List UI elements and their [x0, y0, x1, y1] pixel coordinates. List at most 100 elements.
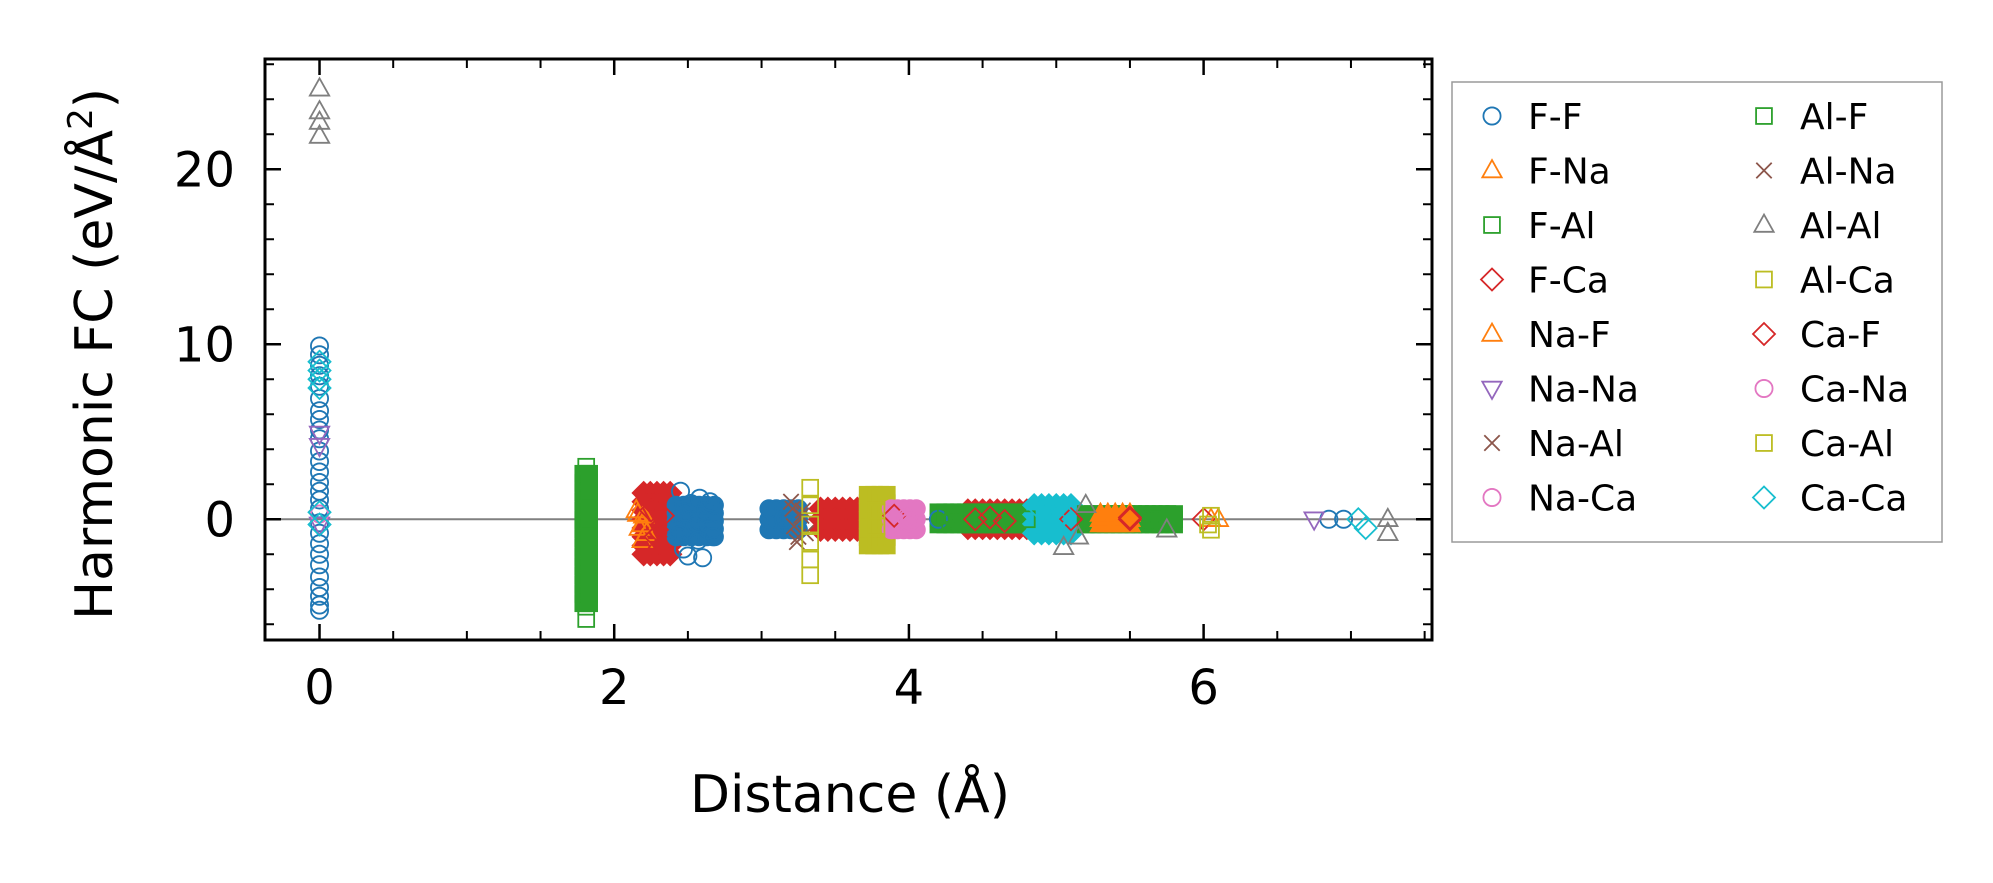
dense-cluster-4 [808, 496, 870, 543]
point-f-al [577, 541, 596, 560]
point-ca-f [962, 506, 988, 532]
point-f-f [310, 452, 329, 471]
x-tick-label: 4 [894, 660, 925, 716]
point-f-f [688, 530, 708, 550]
point-al-ca [1202, 520, 1220, 539]
point-ca-ca [1036, 513, 1062, 539]
point-al-ca [801, 533, 820, 551]
legend-marker-f-na [1480, 158, 1504, 179]
dense-cluster-2 [666, 495, 724, 547]
legend-label-f-ca: F-Ca [1528, 261, 1609, 302]
point-f-f [310, 600, 329, 620]
legend-entry-na-f: Na-F [1480, 315, 1611, 356]
y-axis-label-superscript: 2 [61, 108, 101, 130]
point-al-al [1376, 506, 1400, 527]
legend-label-al-al: Al-Al [1800, 206, 1881, 247]
point-al-f [1143, 510, 1161, 529]
legend-label-f-na: F-Na [1528, 152, 1611, 193]
point-f-al [577, 513, 596, 532]
point-ca-ca [307, 349, 332, 375]
legend-marker-al-al [1752, 212, 1776, 233]
series-f-ca [641, 492, 1216, 560]
legend-entry-f-ca: F-Ca [1479, 261, 1609, 302]
point-na-f [1089, 506, 1112, 527]
point-na-na [308, 438, 331, 459]
legend-label-ca-na: Ca-Na [1800, 370, 1909, 411]
point-f-f [693, 548, 713, 568]
point-al-al [308, 76, 331, 97]
legend-label-al-f: Al-F [1800, 97, 1868, 138]
y-axis-label-close: ) [65, 88, 125, 108]
legend-label-ca-al: Ca-Al [1800, 424, 1894, 465]
point-f-f [310, 336, 329, 356]
legend-marker-ca-na [1754, 379, 1774, 398]
legend-marker-al-f [1755, 107, 1773, 125]
point-ca-na [900, 511, 920, 531]
series-ca-al [867, 487, 1217, 551]
series-ca-ca [307, 349, 1378, 541]
series-al-al [308, 76, 1400, 555]
legend-label-ca-f: Ca-F [1800, 315, 1881, 356]
legend-label-na-f: Na-F [1528, 315, 1611, 356]
point-ca-na [896, 508, 916, 527]
dense-marker [580, 464, 598, 483]
legend-entry-na-al: Na-Al [1483, 424, 1624, 465]
legend-entry-f-na: F-Na [1480, 152, 1611, 193]
axes: 0 2 4 6 0 10 20 [174, 57, 1434, 716]
legend-entry-ca-na: Ca-Na [1754, 370, 1909, 411]
legend-entry-al-na: Al-Na [1755, 152, 1897, 193]
point-ca-f [1117, 505, 1143, 530]
point-al-al [1067, 524, 1090, 545]
series-al-ca [801, 478, 1220, 585]
legend-marker-na-f [1480, 321, 1504, 342]
legend-entry-al-al: Al-Al [1752, 206, 1881, 247]
series-na-na [308, 425, 1326, 537]
point-f-f [669, 525, 689, 545]
point-ca-f [643, 524, 668, 550]
point-f-al [577, 555, 596, 574]
point-na-al [785, 517, 803, 535]
legend-label-na-na: Na-Na [1528, 370, 1639, 411]
legend: F-F F-Na F-Al F-Ca Na-F Na-Na Na-Al Na-Ca Al-F Al… [1451, 81, 1943, 543]
point-f-al [577, 471, 596, 490]
point-f-f [678, 546, 698, 566]
point-al-al [1155, 517, 1178, 538]
point-al-al [308, 123, 331, 144]
legend-entry-na-ca: Na-Ca [1482, 479, 1637, 520]
point-f-f [310, 523, 329, 543]
legend-entry-f-f: F-F [1482, 97, 1582, 138]
legend-marker-ca-f [1751, 321, 1777, 347]
point-al-na [784, 500, 801, 518]
plot-area [265, 76, 1432, 628]
series-al-f [936, 505, 1161, 532]
legend-label-ca-ca: Ca-Ca [1800, 479, 1907, 520]
point-ca-ca [1043, 506, 1069, 532]
point-na-al [782, 493, 800, 511]
point-f-ca [650, 503, 676, 529]
point-al-ca [801, 478, 820, 497]
point-ca-al [867, 533, 886, 551]
legend-frame [1451, 81, 1943, 543]
point-f-f [310, 595, 329, 615]
point-al-ca [801, 566, 820, 585]
y-tick-label: 20 [174, 142, 235, 198]
point-ca-ca [307, 366, 332, 392]
point-f-f [700, 492, 720, 512]
legend-marker-al-ca [1755, 270, 1773, 289]
point-al-f [941, 513, 959, 532]
legend-entry-na-na: Na-Na [1480, 370, 1639, 411]
legend-label-al-ca: Al-Ca [1800, 261, 1895, 302]
legend-marker-na-na [1480, 380, 1504, 401]
legend-label-f-al: F-Al [1528, 206, 1596, 247]
point-f-f [310, 555, 329, 575]
point-f-al [577, 597, 596, 616]
point-f-f [696, 501, 716, 520]
series-f-f [310, 336, 1354, 620]
point-f-f [671, 481, 691, 501]
x-tick-label: 0 [304, 660, 335, 716]
point-f-ca [1117, 506, 1143, 532]
legend-entry-ca-f: Ca-F [1751, 315, 1881, 356]
point-al-al [308, 109, 331, 130]
legend-marker-na-ca [1482, 488, 1502, 507]
